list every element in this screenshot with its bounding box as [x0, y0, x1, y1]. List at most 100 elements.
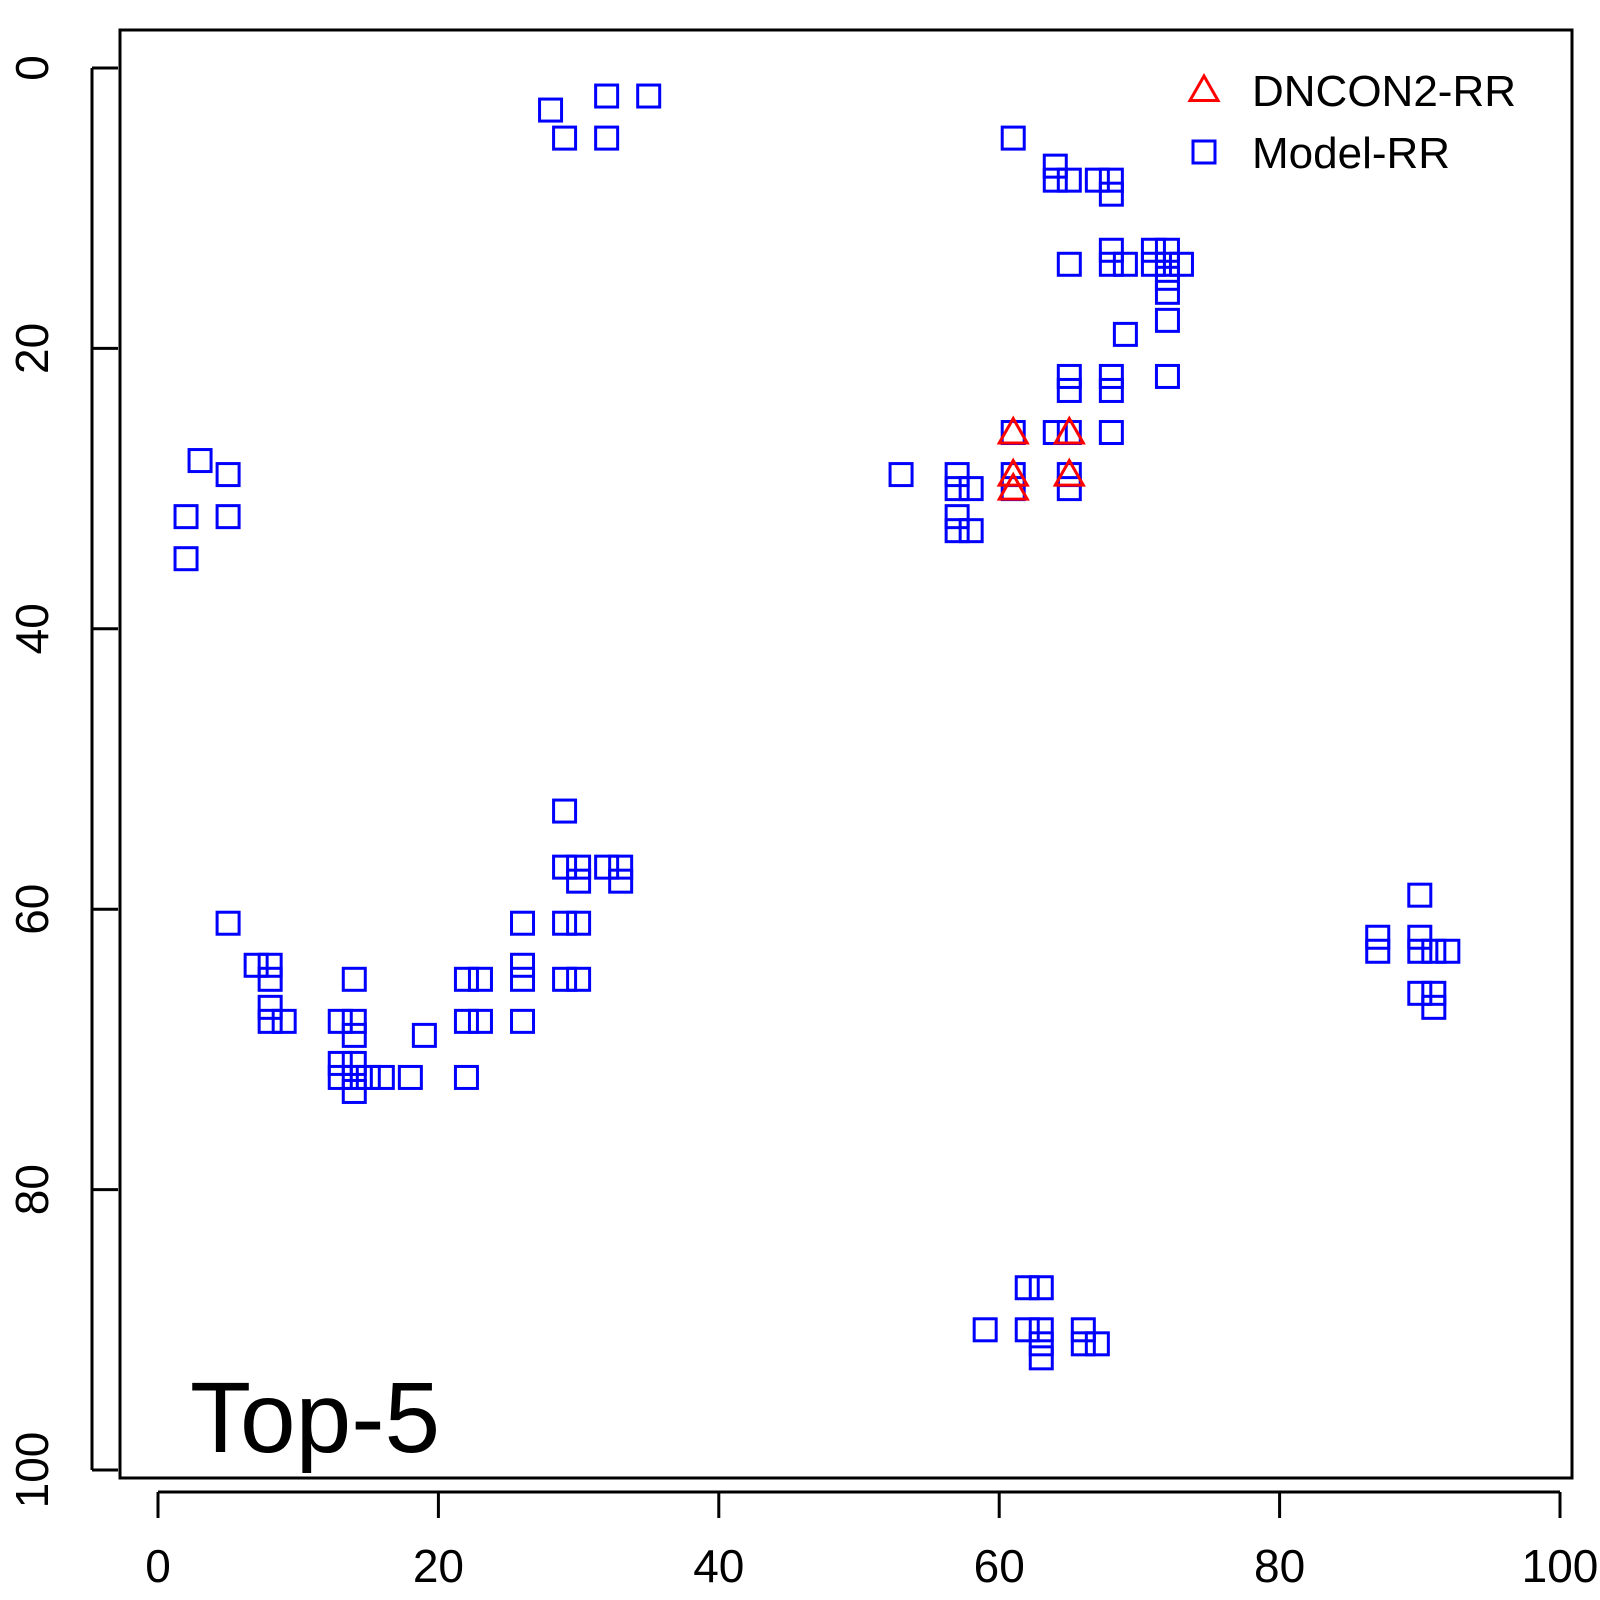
- model-rr-point: [1140, 237, 1166, 263]
- model-rr-point: [1140, 251, 1166, 277]
- model-rr-point: [1070, 1331, 1096, 1357]
- model-rr-point: [608, 854, 634, 880]
- dncon2-rr-point: [996, 457, 1030, 487]
- model-rr-point: [1028, 1345, 1054, 1371]
- model-rr-point: [1154, 363, 1180, 389]
- model-rr-point: [510, 952, 536, 978]
- data-points: [173, 83, 1461, 1371]
- model-rr-point: [187, 448, 213, 474]
- model-rr-point: [341, 966, 367, 992]
- model-rr-point: [1154, 307, 1180, 333]
- model-rr-point: [510, 966, 536, 992]
- model-rr-point: [257, 966, 283, 992]
- y-tick-label: 100: [6, 1432, 58, 1509]
- y-tick-label: 0: [6, 55, 58, 81]
- dncon2-rr-point: [1052, 457, 1086, 487]
- model-rr-point: [1056, 363, 1082, 389]
- model-rr-point: [467, 1008, 493, 1034]
- axes: 0 20 40 60 80 100 0 20 40 60 80 100: [6, 55, 1598, 1592]
- model-rr-point: [1098, 363, 1124, 389]
- x-tick-label: 0: [145, 1540, 171, 1592]
- model-rr-point: [594, 125, 620, 151]
- model-rr-point: [1435, 938, 1461, 964]
- model-rr-point: [1407, 882, 1433, 908]
- model-rr-point: [1098, 181, 1124, 207]
- x-tick-label: 100: [1522, 1540, 1599, 1592]
- model-rr-point: [1421, 980, 1447, 1006]
- model-rr-point: [1056, 167, 1082, 193]
- model-rr-point: [215, 462, 241, 488]
- model-rr-point: [341, 1008, 367, 1034]
- model-rr-point: [1098, 237, 1124, 263]
- model-rr-point: [1421, 938, 1447, 964]
- model-rr-point: [538, 97, 564, 123]
- model-rr-point: [972, 1317, 998, 1343]
- y-tick-label: 40: [6, 603, 58, 654]
- legend-label: DNCON2-RR: [1252, 67, 1516, 116]
- model-rr-point: [453, 1064, 479, 1090]
- model-rr-point: [594, 83, 620, 109]
- y-tick-label: 60: [6, 884, 58, 935]
- model-rr-point: [1056, 377, 1082, 403]
- model-rr-point: [1056, 251, 1082, 277]
- y-tick-label: 80: [6, 1164, 58, 1215]
- model-rr-point: [944, 518, 970, 544]
- model-rr-point: [1407, 924, 1433, 950]
- model-rr-point: [1154, 279, 1180, 305]
- model-rr-point: [552, 854, 578, 880]
- model-rr-point: [1070, 1317, 1096, 1343]
- model-rr-point: [1056, 476, 1082, 502]
- model-rr-point: [453, 1008, 479, 1034]
- legend: DNCON2-RR Model-RR: [1187, 67, 1516, 178]
- legend-label: Model-RR: [1252, 129, 1450, 178]
- model-rr-point: [1028, 1317, 1054, 1343]
- model-rr-point: [1084, 1331, 1110, 1357]
- model-rr-point: [369, 1064, 395, 1090]
- model-rr-point: [467, 966, 493, 992]
- model-rr-point: [1098, 167, 1124, 193]
- model-rr-point: [257, 952, 283, 978]
- dncon2-rr-point: [996, 415, 1030, 445]
- model-rr-point: [1042, 153, 1068, 179]
- model-rr-point: [397, 1064, 423, 1090]
- model-rr-point: [552, 966, 578, 992]
- x-tick-label: 20: [413, 1540, 464, 1592]
- model-rr-point: [257, 1008, 283, 1034]
- model-rr-point: [327, 1050, 353, 1076]
- model-rr-point: [552, 798, 578, 824]
- model-rr-point: [1365, 938, 1391, 964]
- model-rr-point: [1042, 167, 1068, 193]
- model-rr-point: [1112, 251, 1138, 277]
- model-rr-point: [355, 1064, 381, 1090]
- model-rr-point: [1098, 377, 1124, 403]
- legend-triangle-icon: [1187, 72, 1221, 102]
- model-rr-point: [341, 1022, 367, 1048]
- model-rr-point: [215, 910, 241, 936]
- model-rr-point: [1154, 265, 1180, 291]
- x-tick-label: 40: [693, 1540, 744, 1592]
- model-rr-point: [1000, 125, 1026, 151]
- model-rr-point: [944, 462, 970, 488]
- model-rr-point: [341, 1050, 367, 1076]
- model-rr-point: [566, 966, 592, 992]
- model-rr-point: [566, 910, 592, 936]
- model-rr-point: [271, 1008, 297, 1034]
- dncon2-rr-point: [1052, 415, 1086, 445]
- model-rr-point: [958, 518, 984, 544]
- model-rr-point: [341, 1078, 367, 1104]
- model-rr-point: [1084, 167, 1110, 193]
- model-rr-point: [215, 504, 241, 530]
- plot-frame: [118, 28, 1574, 1480]
- model-rr-point: [1154, 237, 1180, 263]
- model-rr-point: [566, 868, 592, 894]
- model-rr-point: [608, 868, 634, 894]
- model-rr-point: [453, 966, 479, 992]
- y-tick-label: 20: [6, 323, 58, 374]
- model-rr-point: [636, 83, 662, 109]
- model-rr-point: [594, 854, 620, 880]
- model-rr-point: [958, 476, 984, 502]
- model-rr-point: [1154, 251, 1180, 277]
- model-rr-point: [341, 1064, 367, 1090]
- panel-annotation: Top-5: [190, 1362, 440, 1474]
- model-rr-point: [327, 1008, 353, 1034]
